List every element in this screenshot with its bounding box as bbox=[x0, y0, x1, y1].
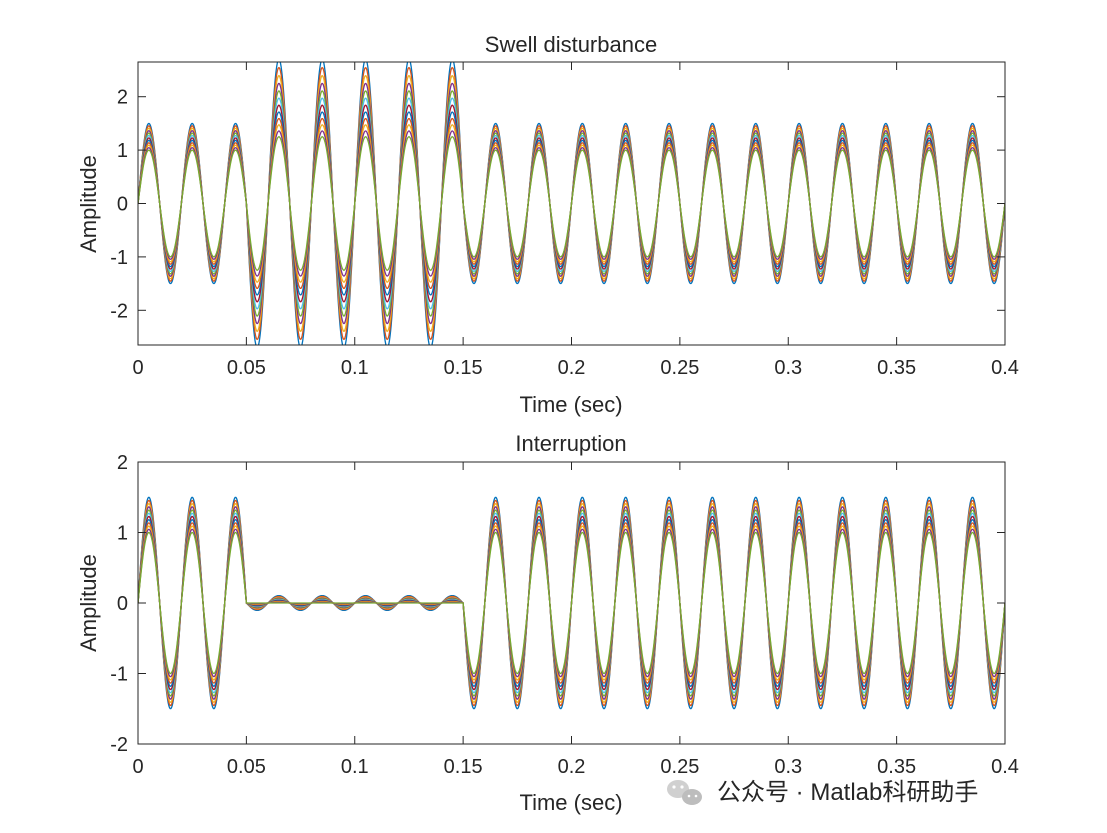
x-tick-label: 0.3 bbox=[774, 756, 802, 778]
y-tick-label: 2 bbox=[117, 87, 128, 109]
y-ticks: -2 -1 0 1 2 bbox=[110, 87, 1005, 322]
y-axis-label: Amplitude bbox=[76, 155, 101, 253]
x-tick-label: 0.1 bbox=[341, 756, 369, 778]
x-ticks: 0 0.05 0.1 0.15 0.2 0.25 0.3 0.35 0.4 bbox=[132, 62, 1019, 379]
y-tick-label: 1 bbox=[117, 140, 128, 162]
x-tick-label: 0.35 bbox=[877, 756, 916, 778]
y-tick-label: -2 bbox=[110, 734, 128, 756]
x-tick-label: 0 bbox=[132, 357, 143, 379]
chart-title: Interruption bbox=[515, 431, 626, 456]
series-line bbox=[138, 531, 1005, 675]
y-ticks: -2 -1 0 1 2 bbox=[110, 452, 1005, 756]
x-tick-label: 0.4 bbox=[991, 357, 1019, 379]
x-tick-label: 0.2 bbox=[558, 756, 586, 778]
x-tick-label: 0.15 bbox=[444, 357, 483, 379]
x-tick-label: 0.05 bbox=[227, 357, 266, 379]
x-tick-label: 0 bbox=[132, 756, 143, 778]
x-tick-label: 0.35 bbox=[877, 357, 916, 379]
subplot-interruption: 0 0.05 0.1 0.15 0.2 0.25 0.3 0.35 0.4 -2 -1 0 1 2 In… bbox=[76, 431, 1019, 815]
watermark: 公众号 · Matlab科研助手 bbox=[667, 779, 978, 806]
y-tick-label: 0 bbox=[117, 194, 128, 216]
x-tick-label: 0.25 bbox=[660, 357, 699, 379]
series-line bbox=[138, 136, 1005, 271]
y-tick-label: 0 bbox=[117, 593, 128, 615]
x-axis-label: Time (sec) bbox=[519, 392, 622, 417]
y-axis-label: Amplitude bbox=[76, 554, 101, 652]
y-tick-label: -1 bbox=[110, 247, 128, 269]
x-tick-label: 0.2 bbox=[558, 357, 586, 379]
y-tick-label: 2 bbox=[117, 452, 128, 474]
x-tick-label: 0.4 bbox=[991, 756, 1019, 778]
y-tick-label: 1 bbox=[117, 523, 128, 545]
x-ticks: 0 0.05 0.1 0.15 0.2 0.25 0.3 0.35 0.4 bbox=[132, 462, 1019, 778]
x-tick-label: 0.25 bbox=[660, 756, 699, 778]
x-axis-label: Time (sec) bbox=[519, 790, 622, 815]
x-tick-label: 0.1 bbox=[341, 357, 369, 379]
x-tick-label: 0.15 bbox=[444, 756, 483, 778]
y-tick-label: -1 bbox=[110, 664, 128, 686]
chart-title: Swell disturbance bbox=[485, 32, 657, 57]
watermark-text: 公众号 · Matlab科研助手 bbox=[717, 779, 978, 806]
y-tick-label: -2 bbox=[110, 300, 128, 322]
series-layer bbox=[138, 496, 1005, 710]
subplot-swell: 0 0.05 0.1 0.15 0.2 0.25 0.3 0.35 0.4 -2 -1 0 1 2 Sw… bbox=[76, 32, 1019, 417]
x-tick-label: 0.05 bbox=[227, 756, 266, 778]
series-layer bbox=[138, 62, 1005, 345]
wechat-icon bbox=[667, 780, 702, 805]
x-tick-label: 0.3 bbox=[774, 357, 802, 379]
